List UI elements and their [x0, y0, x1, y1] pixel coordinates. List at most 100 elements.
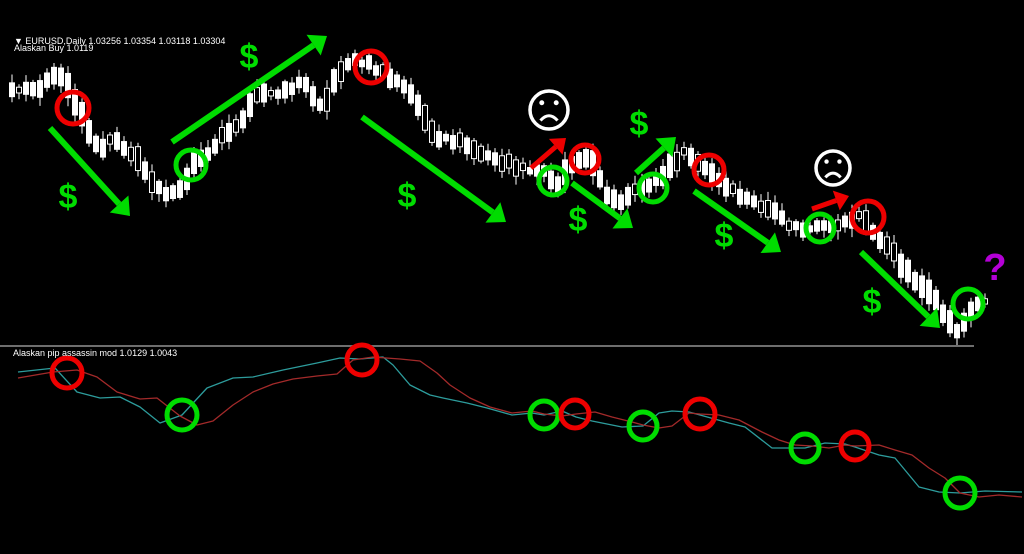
candle-body [744, 191, 750, 205]
green-signal-circle-indicator [164, 397, 200, 433]
green-signal-circle-price [536, 164, 570, 198]
red-signal-circle-indicator [838, 429, 872, 463]
teal-line [17, 356, 1023, 494]
candle-body [730, 183, 736, 195]
sad-face-eye [553, 100, 559, 106]
candle-body [170, 185, 176, 200]
candle-body [373, 65, 379, 76]
candle-body [450, 135, 456, 150]
candle-body [856, 211, 862, 220]
candle-body [527, 167, 533, 175]
candle-body [702, 160, 708, 176]
trend-arrow-green-head [485, 202, 506, 223]
candle-body [884, 236, 890, 255]
candle-body [317, 98, 323, 111]
green-signal-circle-price [636, 171, 670, 205]
trend-arrow-green [633, 145, 666, 176]
candle-body [464, 137, 470, 155]
candle-body [324, 87, 330, 112]
candle-body [499, 155, 505, 172]
trend-arrow-green [47, 125, 122, 207]
candle-body [674, 151, 680, 172]
candle-body [597, 170, 603, 188]
green-signal-circle-indicator [527, 398, 561, 432]
trend-arrow-green [170, 42, 316, 145]
green-signal-circle-indicator [626, 409, 660, 443]
candle-body [240, 110, 246, 129]
candle-body [58, 67, 64, 87]
sad-face-mouth [824, 171, 842, 179]
candle-body [520, 162, 526, 172]
candle-body [156, 180, 162, 195]
pullback-arrow-red-head [832, 190, 849, 211]
candle-body [954, 324, 960, 339]
candle-body [30, 82, 36, 97]
candle-body [723, 177, 729, 197]
candle-body [912, 271, 918, 291]
dollar-sign-icon: $ [630, 105, 649, 143]
red-line [17, 356, 1023, 498]
sad-face-mouth [539, 114, 559, 122]
candle-body [786, 220, 792, 231]
red-signal-circle-price [849, 198, 887, 236]
green-signal-circle-price [950, 286, 986, 322]
candle-body [618, 194, 624, 210]
dollar-sign-icon: $ [240, 38, 259, 76]
candle-body [919, 275, 925, 298]
trend-arrow-green [360, 114, 495, 215]
candle-body [310, 86, 316, 107]
green-signal-circle-indicator [942, 475, 978, 511]
candle-body [513, 159, 519, 177]
candle-body [23, 81, 29, 95]
candle-body [72, 89, 78, 116]
candle-body [933, 289, 939, 311]
candle-body [492, 152, 498, 166]
red-signal-circle-indicator [558, 397, 592, 431]
candle-body [128, 146, 134, 162]
candle-body [415, 94, 421, 116]
trend-arrow-green-head [109, 195, 130, 216]
candle-body [233, 119, 239, 133]
candle-body [401, 79, 407, 94]
candle-body [443, 133, 449, 142]
candle-body [100, 138, 106, 158]
candle-body [16, 86, 22, 94]
candle-body [485, 150, 491, 161]
candle-body [611, 189, 617, 209]
candle-body [681, 147, 687, 156]
candle-body [275, 89, 281, 99]
sad-face-icon [528, 89, 570, 131]
candle-body [457, 132, 463, 148]
candle-body [926, 279, 932, 305]
green-signal-circle-indicator [788, 431, 822, 465]
candle-body [177, 180, 183, 198]
red-signal-circle-indicator [682, 396, 718, 432]
candle-body [898, 253, 904, 278]
candle-body [65, 72, 71, 99]
candle-body [576, 152, 582, 169]
candle-body [366, 55, 372, 70]
candle-body [604, 186, 610, 205]
candle-body [548, 170, 554, 190]
candle-body [261, 83, 267, 103]
candle-body [709, 163, 715, 185]
trend-arrow-green-head [306, 34, 327, 56]
candle-body [93, 135, 99, 153]
candle-body [163, 187, 169, 202]
candle-body [289, 82, 295, 95]
candle-body [422, 104, 428, 131]
candle-body [688, 147, 694, 167]
candle-body [765, 199, 771, 218]
chart-comment-label: Alaskan Buy 1.0119 [14, 43, 94, 53]
candle-body [814, 220, 820, 232]
red-signal-circle-price [54, 89, 92, 127]
candle-body [821, 220, 827, 231]
candle-body [436, 131, 442, 148]
candle-body [737, 188, 743, 205]
candle-body [758, 200, 764, 213]
red-signal-circle-price [568, 142, 602, 176]
candle-body [583, 149, 589, 168]
candle-body [226, 122, 232, 142]
